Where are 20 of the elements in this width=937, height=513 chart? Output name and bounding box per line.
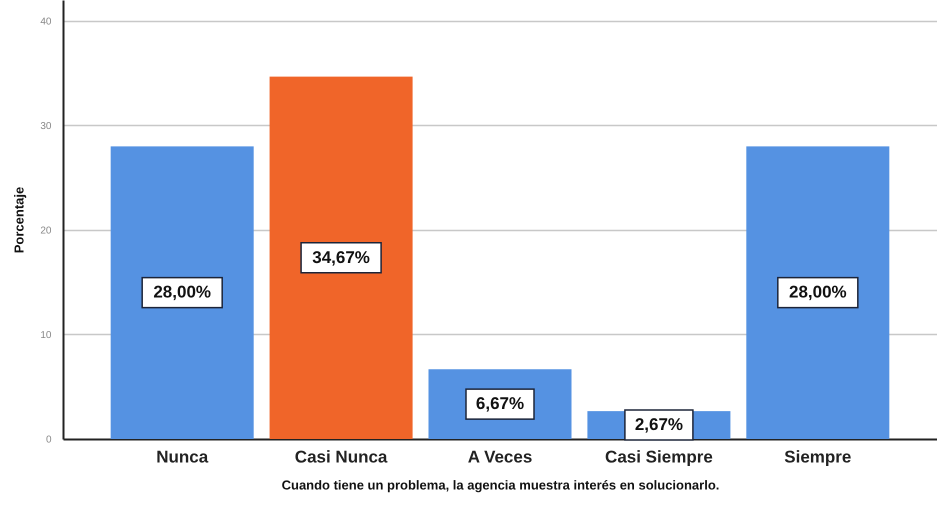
y-tick-label: 40 <box>40 16 52 28</box>
x-tick-label: Casi Siempre <box>605 448 713 466</box>
y-tick-label: 20 <box>40 225 52 236</box>
y-axis-title: Porcentaje <box>11 186 26 254</box>
x-axis-title: Cuando tiene un problema, la agencia muestra interés en solucionarlo. <box>282 478 720 492</box>
x-tick-label: Nunca <box>156 448 209 466</box>
y-tick-label: 30 <box>40 120 52 132</box>
x-tick-label: A Veces <box>468 448 532 466</box>
x-tick-label: Casi Nunca <box>294 448 388 466</box>
y-tick-label: 10 <box>40 330 52 341</box>
x-tick-label: Siempre <box>784 448 852 466</box>
data-label: 28,00% <box>153 282 212 302</box>
y-tick-label: 0 <box>46 434 52 446</box>
data-label: 34,67% <box>312 248 370 267</box>
data-label: 2,67% <box>634 415 684 434</box>
data-label: 6,67% <box>476 394 524 414</box>
bar <box>110 146 254 439</box>
bar <box>270 76 413 439</box>
data-label: 28,00% <box>788 282 847 302</box>
bar <box>746 146 890 439</box>
